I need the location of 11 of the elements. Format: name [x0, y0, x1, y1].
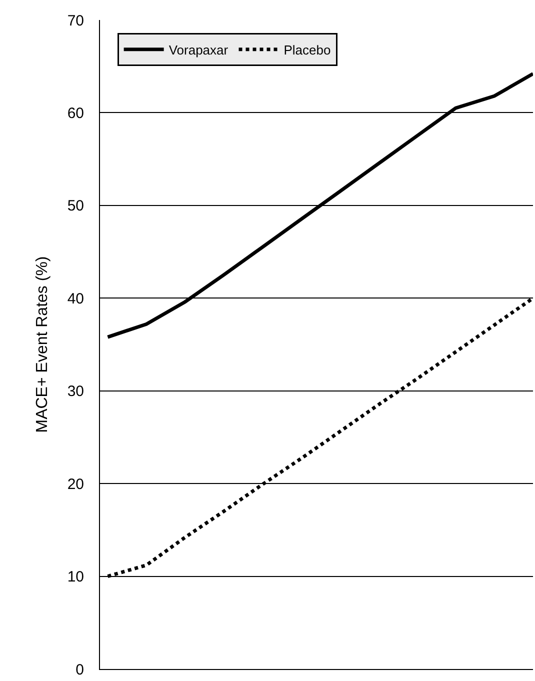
y-tick-label: 40 — [67, 290, 84, 308]
y-tick-label: 10 — [67, 568, 84, 586]
legend-label: Vorapaxar — [168, 42, 229, 58]
y-tick-label: 50 — [67, 198, 84, 215]
legend-label: Placebo — [284, 42, 331, 58]
y-tick-label: 20 — [67, 476, 84, 493]
y-axis-title: MACE+ Event Rates (%) — [34, 256, 52, 433]
y-tick-label: 30 — [67, 383, 84, 400]
y-tick-label: 70 — [67, 12, 84, 30]
y-tick-label: 60 — [67, 104, 84, 122]
y-tick-label: 0 — [76, 661, 84, 678]
